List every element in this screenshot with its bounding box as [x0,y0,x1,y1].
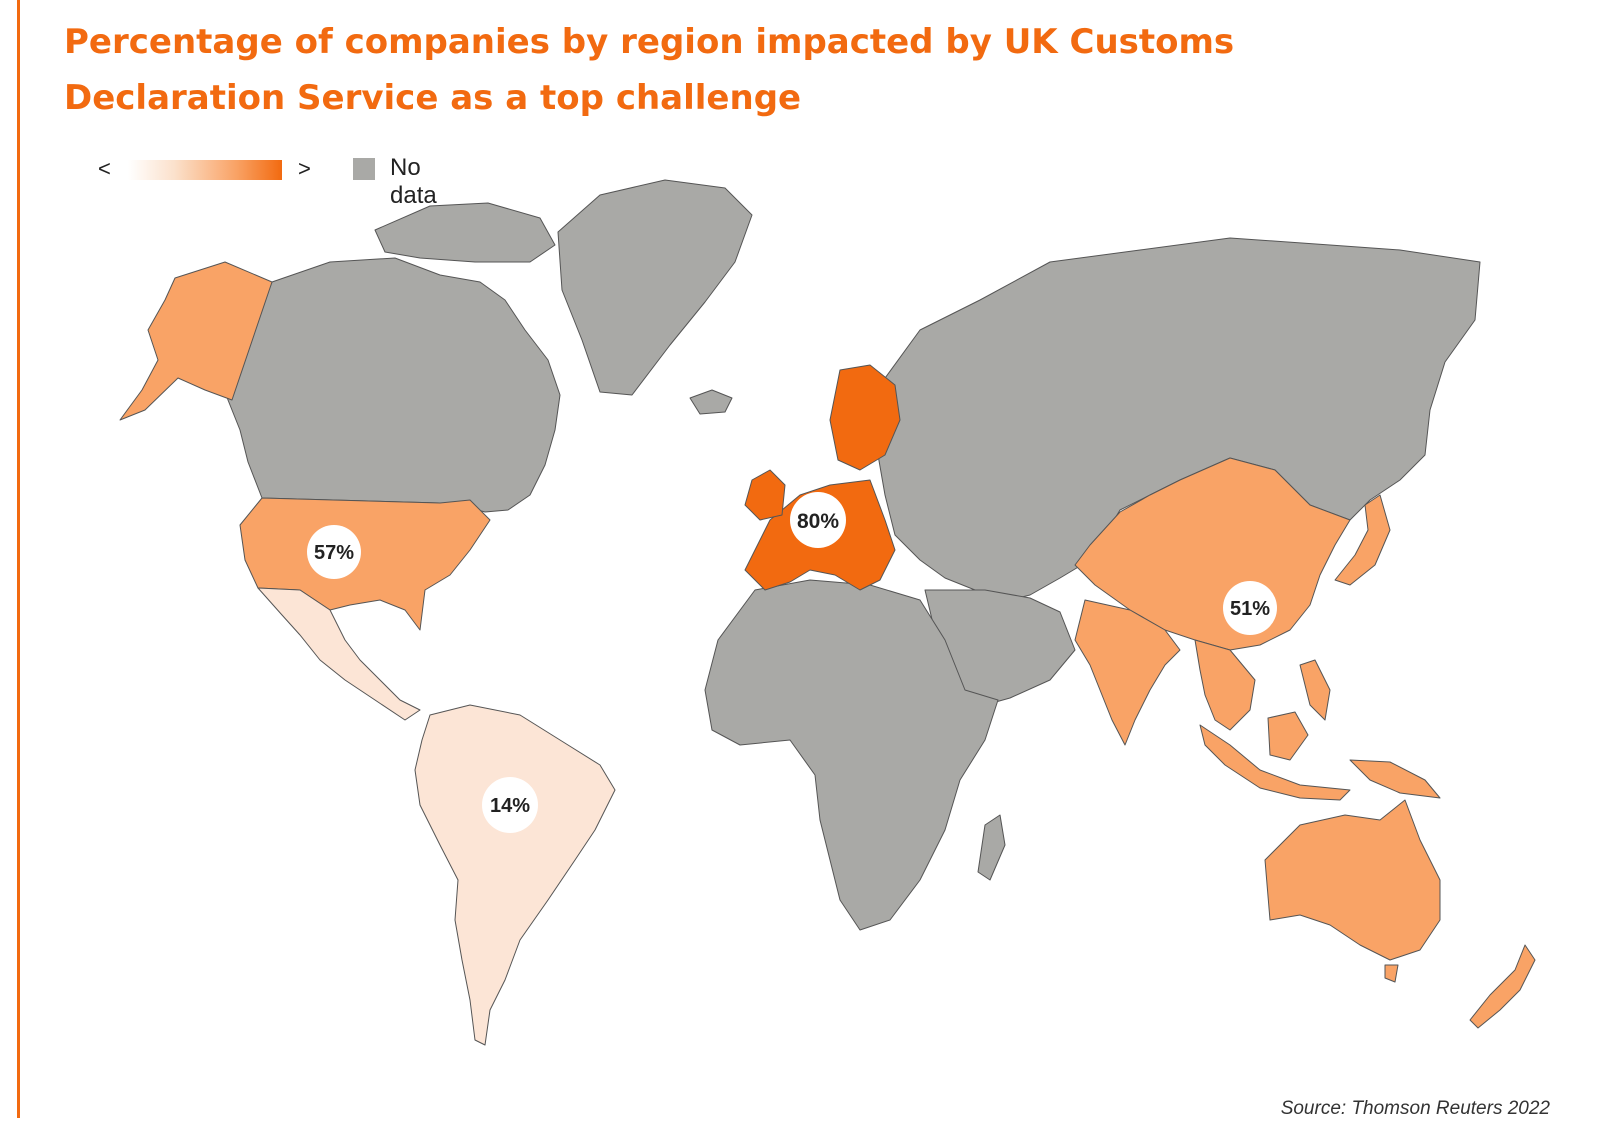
label-united-states-value: 57% [314,542,354,564]
indonesia [1199,724,1351,801]
label-asia-pacific-bubble [1223,581,1277,635]
australia [1264,799,1441,961]
scandinavia [829,364,901,471]
china [1074,457,1351,651]
canada-arctic-islands [374,202,556,263]
borneo [1267,711,1309,761]
label-europe: 80% [790,492,846,548]
label-latin-america: 14% [482,777,538,833]
label-asia-pacific-value: 51% [1230,598,1270,620]
value-labels: 80% 57% 51% 14% [307,492,1277,833]
south-america [414,704,616,1046]
alaska [119,261,273,421]
new-guinea [1349,759,1441,799]
label-united-states-bubble [307,525,361,579]
source-note: Source: Thomson Reuters 2022 [1280,1098,1550,1119]
mexico-central-america [257,587,421,721]
japan [1334,494,1391,586]
legend-no-data-swatch [353,158,375,180]
label-latin-america-bubble [482,777,538,833]
label-asia-pacific: 51% [1223,581,1277,635]
united-states [239,497,491,631]
label-europe-value: 80% [797,510,839,533]
accent-rule [17,0,20,1118]
uk-ireland [744,469,786,521]
africa [704,579,999,931]
india [1074,599,1181,746]
legend-more-symbol: > [298,156,311,181]
philippines [1299,659,1331,721]
tasmania [1384,964,1399,983]
map-title: Percentage of companies by region impact… [64,22,1235,118]
legend-color-ramp [128,160,282,180]
new-zealand [1469,944,1536,1029]
canada [225,257,561,513]
greenland [557,179,753,396]
label-europe-bubble [790,492,846,548]
legend-less-symbol: < [98,156,111,181]
madagascar [977,814,1006,881]
label-united-states: 57% [307,525,361,579]
legend-no-data-label: No data [390,154,437,209]
southeast-asia [1194,639,1256,731]
iceland [689,389,733,415]
label-latin-america-value: 14% [490,795,530,817]
